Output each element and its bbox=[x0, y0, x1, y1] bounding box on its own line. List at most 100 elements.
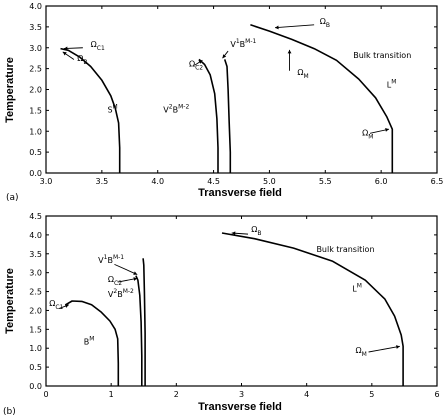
phase-boundary-curve-1 bbox=[60, 47, 121, 173]
phase-boundary-curve-3 bbox=[142, 258, 146, 386]
annotation-sub: B bbox=[257, 230, 261, 237]
phase-boundary-curve-1 bbox=[65, 300, 120, 386]
x-tick-label: 1 bbox=[109, 390, 114, 399]
annotation-bulk: Bulk transition bbox=[316, 245, 374, 254]
annotation-sub: C1 bbox=[97, 45, 105, 52]
annotation-v1b: V1BM-1 bbox=[98, 254, 124, 265]
annotation-mid: B bbox=[173, 105, 179, 114]
annotation-main: V bbox=[163, 105, 169, 114]
annotation-sup2: M-2 bbox=[123, 288, 134, 295]
y-tick-label: 1.5 bbox=[29, 106, 42, 115]
x-axis-label: Transverse field bbox=[198, 187, 282, 199]
annotation-omega_m_right: ΩM bbox=[362, 128, 373, 140]
phase-boundary-curve-4 bbox=[250, 24, 394, 173]
annotation-main: Ω bbox=[356, 346, 362, 355]
y-tick-label: 4.0 bbox=[29, 2, 42, 11]
annotation-sub: B bbox=[83, 59, 87, 66]
annotation-sup: 2 bbox=[113, 288, 117, 295]
annotation-arrow bbox=[114, 263, 138, 275]
annotation-main: Ω bbox=[77, 54, 83, 63]
annotation-region_S: SM bbox=[107, 103, 117, 114]
annotation-main: Bulk transition bbox=[353, 51, 411, 60]
annotation-arrow bbox=[274, 24, 315, 29]
y-tick-label: 2.0 bbox=[29, 306, 42, 315]
annotation-main: S bbox=[107, 105, 112, 114]
y-tick-label: 4.0 bbox=[29, 231, 42, 240]
y-tick-label: 3.5 bbox=[29, 250, 42, 259]
x-tick-label: 6 bbox=[434, 390, 439, 399]
annotation-main: Ω bbox=[189, 60, 195, 69]
annotation-arrowhead bbox=[133, 271, 138, 275]
panel-a: 3.0 3.5 4.0 4.5 5.0 5.5 6.0 6.5 0.0 0.5 1.0 1.5 2.0 2… bbox=[4, 2, 443, 203]
annotation-main: L bbox=[352, 285, 357, 294]
annotation-main: Ω bbox=[49, 299, 55, 308]
annotation-sup: M bbox=[113, 103, 118, 110]
annotation-arrowhead bbox=[198, 60, 203, 64]
annotation-sup: 1 bbox=[104, 254, 108, 261]
annotation-main: Ω bbox=[251, 225, 257, 234]
annotation-sub: M bbox=[303, 73, 308, 80]
panel-label: (b) bbox=[3, 407, 16, 417]
annotation-sup: M bbox=[357, 283, 362, 290]
y-axis-label: Temperature bbox=[4, 268, 16, 334]
x-axis-label: Transverse field bbox=[198, 401, 282, 413]
annotation-arrowhead bbox=[231, 231, 236, 236]
x-tick-label: 3.0 bbox=[40, 177, 53, 186]
annotation-arrowhead bbox=[222, 54, 227, 59]
x-tick-label: 5.0 bbox=[263, 177, 276, 186]
annotation-sup2: M-1 bbox=[245, 38, 256, 45]
panel-b: 0 1 2 3 4 5 6 0.0 0.5 1.0 1.5 2.0 2.5 3.0 3.5 4.0 4.5 Tra… bbox=[3, 212, 440, 417]
annotation-omega_c1: ΩC1 bbox=[49, 299, 63, 311]
annotation-arrowhead bbox=[64, 304, 69, 308]
annotation-sub: C2 bbox=[114, 280, 122, 287]
y-tick-label: 1.0 bbox=[29, 127, 42, 136]
annotation-arrowhead bbox=[62, 51, 67, 56]
annotation-sub: M bbox=[368, 133, 373, 140]
annotation-main: Ω bbox=[108, 275, 114, 284]
y-tick-label: 2.0 bbox=[29, 86, 42, 95]
x-tick-label: 4 bbox=[304, 390, 309, 399]
annotation-sub: C2 bbox=[195, 65, 203, 72]
panel-label: (a) bbox=[6, 193, 19, 203]
phase-boundary-curve-4 bbox=[221, 232, 404, 386]
annotation-sup: 1 bbox=[236, 38, 240, 45]
annotation-sup: M bbox=[391, 78, 396, 85]
annotation-sup2: M-1 bbox=[113, 254, 124, 261]
annotation-arrow bbox=[368, 345, 400, 353]
annotation-omega_b_left: ΩB bbox=[77, 54, 87, 66]
annotation-bulk: Bulk transition bbox=[353, 51, 411, 60]
annotation-omega_b_top: ΩB bbox=[251, 225, 261, 237]
x-tick-label: 4.0 bbox=[151, 177, 164, 186]
y-tick-label: 2.5 bbox=[29, 288, 42, 297]
annotation-main: Ω bbox=[320, 17, 326, 26]
y-tick-label: 0.5 bbox=[29, 363, 42, 372]
annotation-region_L: LM bbox=[352, 283, 362, 294]
annotation-main: V bbox=[108, 290, 114, 299]
annotation-main: V bbox=[98, 256, 104, 265]
annotation-region_L: LM bbox=[387, 78, 397, 89]
annotation-sup2: M-2 bbox=[178, 103, 189, 110]
phase-boundary-curve-2 bbox=[198, 58, 219, 173]
y-tick-label: 1.0 bbox=[29, 344, 42, 353]
x-tick-label: 2 bbox=[174, 390, 179, 399]
annotation-arrowhead bbox=[396, 345, 400, 349]
annotation-region_S: BM bbox=[84, 335, 95, 346]
y-tick-label: 0.0 bbox=[29, 382, 42, 391]
annotation-v2b: V2BM-2 bbox=[163, 103, 189, 114]
annotation-mid: B bbox=[240, 40, 246, 49]
annotation-arrowhead bbox=[275, 25, 279, 30]
y-tick-label: 4.5 bbox=[29, 212, 42, 221]
annotation-sup: M bbox=[89, 335, 94, 342]
phase-boundary-curve-2 bbox=[135, 275, 143, 386]
x-tick-label: 5.5 bbox=[319, 177, 332, 186]
annotation-sub: M bbox=[362, 351, 367, 358]
y-axis-label: Temperature bbox=[4, 57, 16, 123]
annotation-omega_c2: ΩC2 bbox=[108, 275, 122, 287]
annotation-arrowhead bbox=[63, 46, 68, 51]
annotation-omega_c1: ΩC1 bbox=[91, 40, 105, 52]
annotation-arrowhead bbox=[385, 128, 389, 132]
annotation-omega_b_top: ΩB bbox=[320, 17, 330, 29]
y-tick-label: 1.5 bbox=[29, 325, 42, 334]
annotation-omega_m_right: ΩM bbox=[356, 346, 367, 358]
